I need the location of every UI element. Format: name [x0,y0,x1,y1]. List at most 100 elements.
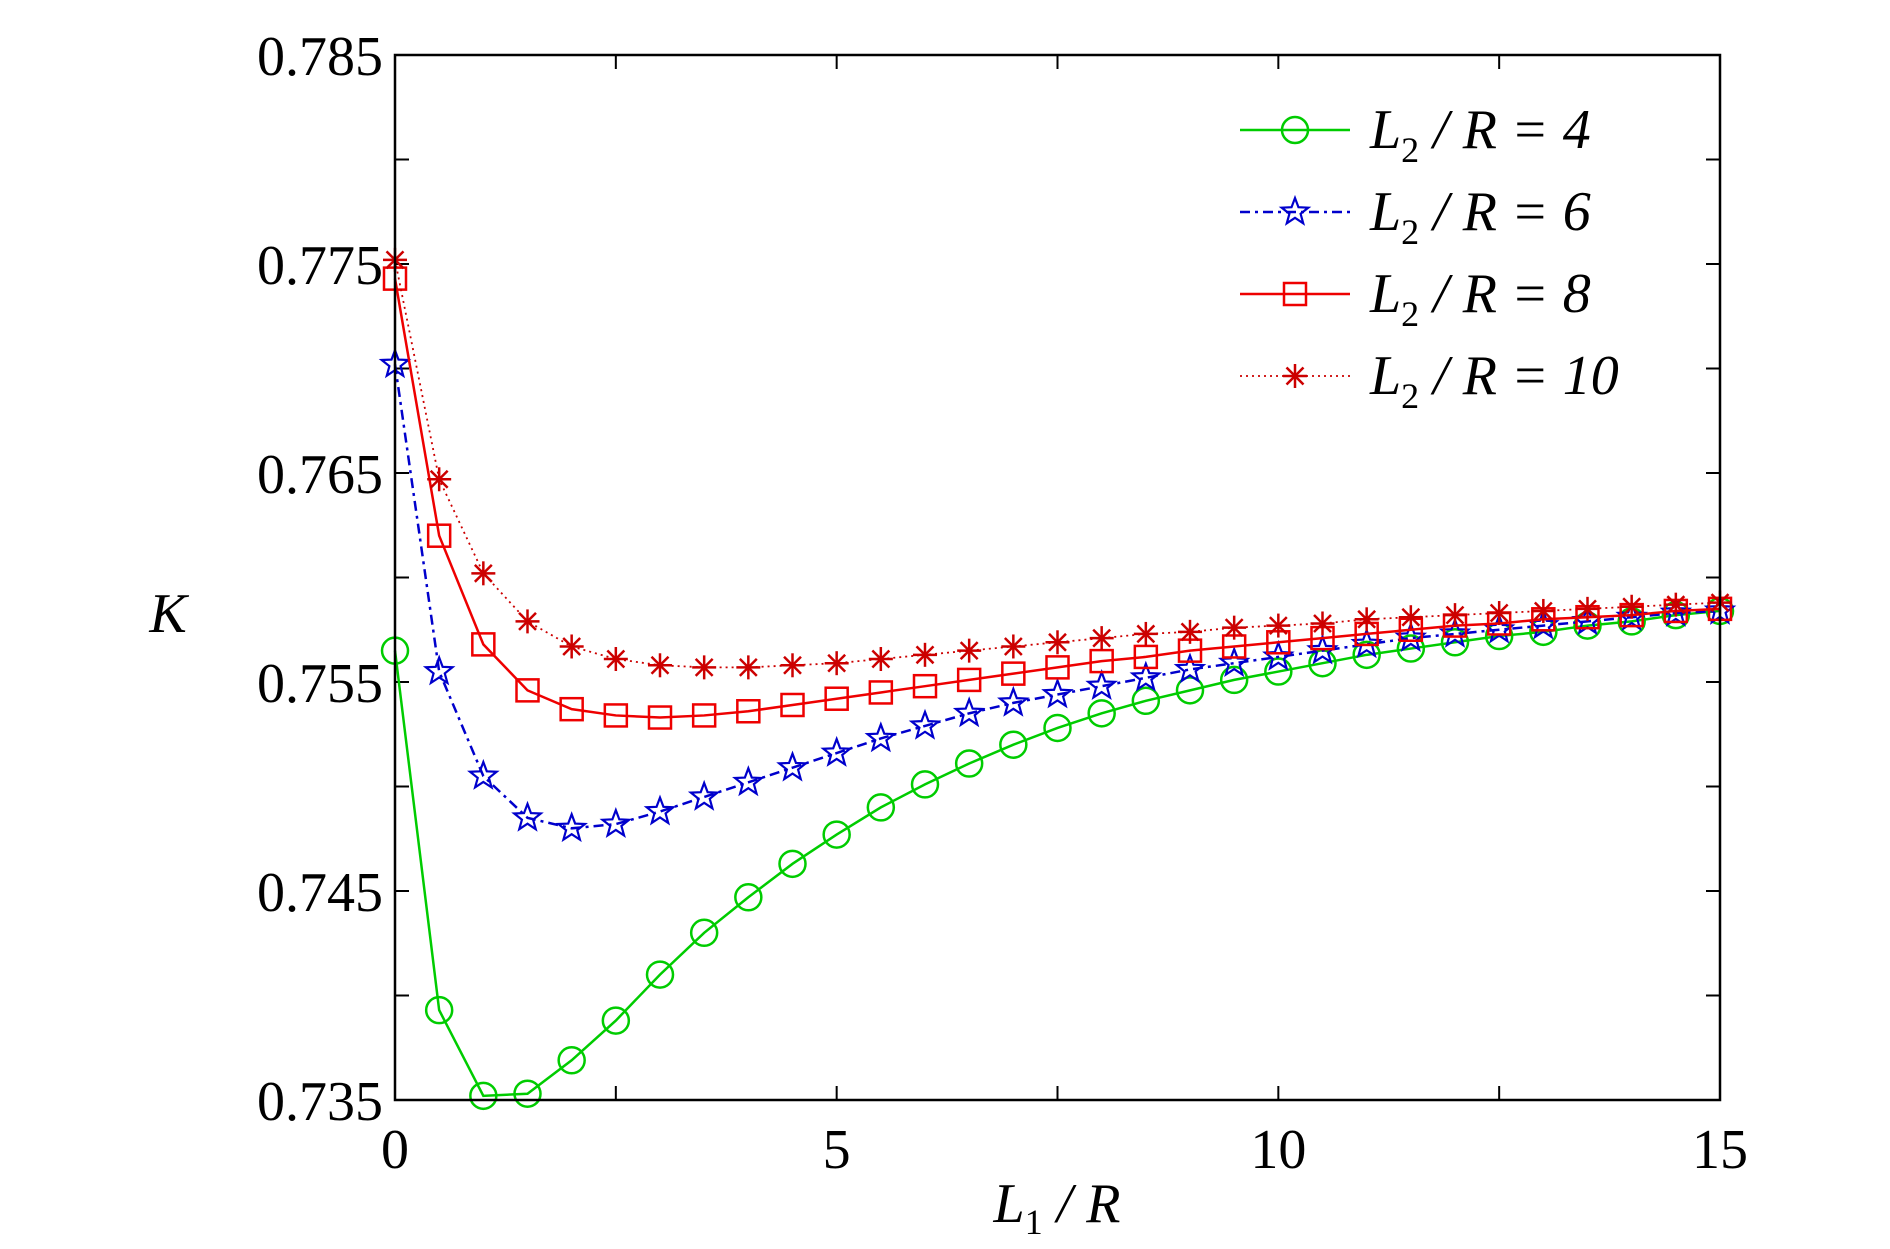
data-point [555,811,588,843]
data-point [603,703,629,728]
data-point [692,655,717,680]
legend-item: L2 / R = 10 [1240,345,1619,416]
legend: L2 / R = 4 L2 / R = 6 L2 / R = 8 L2 / R = 1… [1240,99,1619,416]
data-point [691,703,717,728]
data-point [603,647,628,672]
data-point [515,609,540,634]
data-point [511,800,544,832]
data-point [1173,652,1207,684]
data-point [1041,677,1074,709]
y-tick-label: 0.785 [257,26,383,88]
x-tick-label: 15 [1692,1119,1748,1181]
x-axis-label: L1 / R [993,1173,1121,1242]
x-tick-label: 10 [1250,1119,1306,1181]
series-layer [378,247,1737,1111]
data-point [1219,665,1249,695]
data-point [957,638,982,663]
legend-marker [1280,115,1310,145]
legend-label: L2 / R = 8 [1369,263,1591,334]
data-point [471,561,496,586]
legend-label: L2 / R = 4 [1369,99,1591,170]
data-point [1396,634,1426,663]
data-point [912,673,938,699]
data-point [1129,660,1163,692]
axis-ticks [394,54,1721,1101]
y-axis-label: K [148,583,189,645]
data-point [1222,615,1247,640]
data-point [780,653,805,678]
data-point [467,758,500,790]
data-point [513,1079,542,1108]
data-point [427,467,452,492]
data-point [1045,655,1070,680]
legend-item: L2 / R = 4 [1240,99,1591,170]
data-point [469,1081,498,1111]
data-point [736,655,761,680]
data-point [824,686,849,711]
data-point [648,653,672,678]
data-point [820,735,853,767]
data-point [1001,661,1026,686]
data-point [910,770,940,799]
data-point [1178,619,1202,644]
data-point [1175,676,1205,705]
data-point [1089,626,1114,651]
data-point [1087,699,1116,728]
data-point [1310,611,1335,636]
data-point [1043,713,1072,743]
data-point [954,749,984,778]
legend-label: L2 / R = 6 [1369,181,1591,252]
data-point [736,699,761,724]
tick-labels: 0 5 10 15 0.735 0.745 0.755 0.765 0.775 0.785 [257,26,1748,1181]
data-point [1443,603,1467,628]
data-point [559,634,584,659]
legend-marker [1278,194,1312,226]
y-tick-label: 0.755 [257,653,383,715]
legend-item: L2 / R = 8 [1240,263,1591,334]
y-tick-label: 0.745 [257,862,383,924]
x-tick-label: 0 [381,1119,409,1181]
data-point [997,685,1030,717]
series-line [393,364,1721,830]
data-point [1352,640,1381,670]
series-4 [383,247,1732,680]
x-axis-label-main: L [993,1173,1025,1235]
data-point [952,696,986,728]
data-point [1440,628,1470,657]
data-point [1045,630,1070,655]
legend-item: L2 / R = 6 [1240,181,1591,252]
data-point [778,849,807,879]
legend-marker [1283,364,1307,388]
data-point [732,765,765,797]
legend-label: L2 / R = 10 [1369,345,1619,416]
data-point [1575,596,1600,621]
series-3 [382,266,1733,730]
data-point [471,632,496,657]
data-point [1133,621,1158,646]
data-point [1264,657,1293,686]
data-point [647,705,673,730]
data-point [599,806,633,838]
data-point [515,678,540,703]
data-point [643,794,677,826]
data-point [1354,607,1379,632]
data-point [956,667,982,693]
data-point [999,730,1028,759]
data-point [866,793,896,822]
data-point [1531,598,1556,623]
data-point [422,654,456,686]
data-point [557,1046,586,1075]
data-point [780,692,805,718]
y-tick-label: 0.765 [257,444,383,506]
data-point [601,1006,631,1035]
data-point [687,779,721,811]
x-tick-label: 5 [823,1119,851,1181]
data-point [868,680,894,705]
data-point [1131,686,1161,716]
plot-frame [393,53,1722,1102]
x-axis-label-rest: / R [1043,1173,1121,1235]
data-point [1663,592,1688,617]
data-point [1619,594,1644,619]
data-point [1398,605,1423,630]
